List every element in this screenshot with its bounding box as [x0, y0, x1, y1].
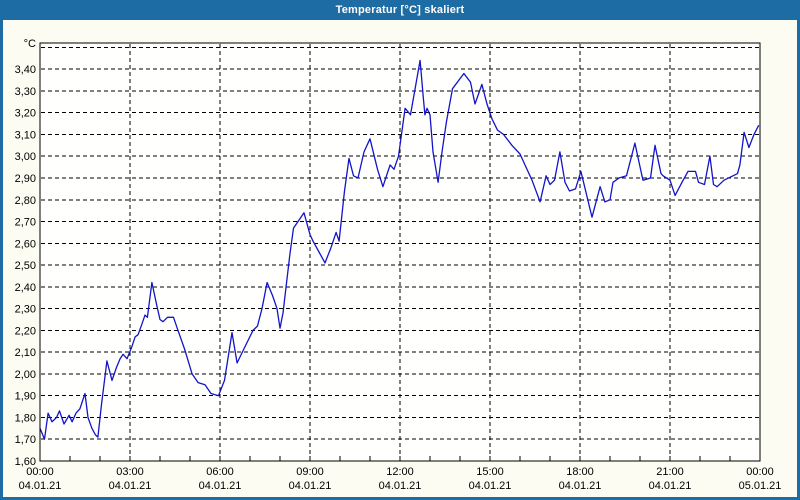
- y-axis-tick-label: 1,80: [15, 412, 36, 424]
- y-axis-tick-label: 3,10: [15, 129, 36, 141]
- x-axis-time-label: 00:00: [746, 466, 774, 478]
- x-axis-time-label: 15:00: [476, 466, 504, 478]
- chart-area: 1,60 1,70 1,80 1,90 2,00 2,10 2,20 2,30 2,40 2,50…: [3, 20, 797, 497]
- y-axis-tick-label: 1,60: [15, 456, 36, 468]
- y-axis-tick-label: 2,10: [15, 347, 36, 359]
- x-axis-date-label: 04.01.21: [469, 480, 512, 492]
- y-axis-tick-label: 2,80: [15, 195, 36, 207]
- temperature-series-line: [39, 59, 760, 440]
- plot-background: [40, 43, 760, 461]
- y-axis-unit-label: °C: [24, 38, 36, 50]
- chart-canvas: 1,60 1,70 1,80 1,90 2,00 2,10 2,20 2,30 2,40 2,50…: [15, 38, 782, 492]
- x-axis-time-label: 00:00: [26, 466, 54, 478]
- y-axis-tick-label: 1,90: [15, 391, 36, 403]
- x-axis-time-label: 21:00: [656, 466, 684, 478]
- x-axis-time-label: 09:00: [296, 466, 324, 478]
- plot-border: [39, 42, 761, 462]
- y-axis-tick-label: 2,60: [15, 238, 36, 250]
- x-axis-date-label: 04.01.21: [289, 480, 332, 492]
- x-axis-time-label: 18:00: [566, 466, 594, 478]
- y-axis-tick-label: 2,00: [15, 369, 36, 381]
- y-axis-tick-label: 2,40: [15, 282, 36, 294]
- y-axis-tick-label: 3,40: [15, 64, 36, 76]
- y-axis-tick-label: 3,20: [15, 108, 36, 120]
- x-axis-date-label: 04.01.21: [19, 480, 62, 492]
- x-axis-date-label: 04.01.21: [649, 480, 692, 492]
- x-axis-date-label: 05.01.21: [739, 480, 782, 492]
- x-axis-time-label: 06:00: [206, 466, 234, 478]
- x-axis-time-label: 03:00: [116, 466, 144, 478]
- y-axis-tick-label: 2,70: [15, 217, 36, 229]
- y-axis-tick-label: 2,50: [15, 260, 36, 272]
- y-axis-tick-label: 2,30: [15, 304, 36, 316]
- y-axis-tick-label: 3,00: [15, 151, 36, 163]
- y-axis-tick-label: 3,30: [15, 86, 36, 98]
- x-axis-date-label: 04.01.21: [109, 480, 152, 492]
- x-axis-date-label: 04.01.21: [379, 480, 422, 492]
- window-title: Temperatur [°C] skaliert: [335, 4, 465, 16]
- y-axis-tick-label: 1,70: [15, 434, 36, 446]
- y-axis-tick-label: 2,90: [15, 173, 36, 185]
- x-axis-date-label: 04.01.21: [559, 480, 602, 492]
- y-axis-tick-label: 2,20: [15, 325, 36, 337]
- title-bar: Temperatur [°C] skaliert: [0, 0, 800, 20]
- x-axis-time-label: 12:00: [386, 466, 414, 478]
- x-axis-date-label: 04.01.21: [199, 480, 242, 492]
